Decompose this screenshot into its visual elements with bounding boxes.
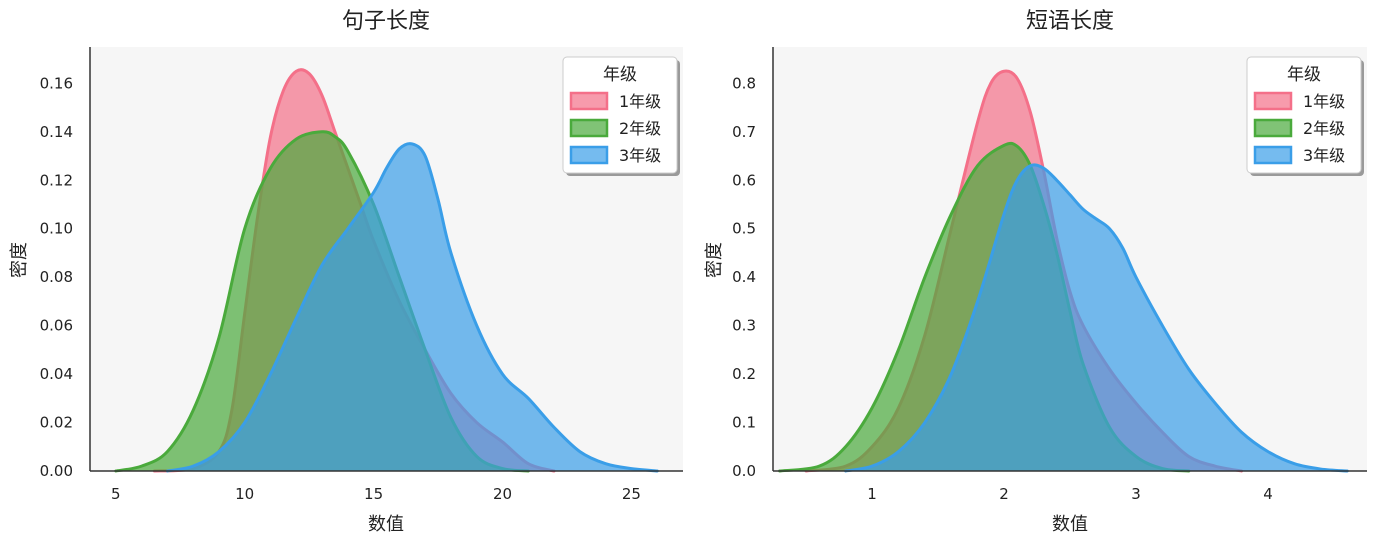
series-line-3 xyxy=(844,163,1349,473)
legend-label-2: 2年级 xyxy=(619,119,661,138)
x-tick-label: 15 xyxy=(364,485,383,503)
y-tick-label: 0.02 xyxy=(40,414,73,432)
x-tick-label: 5 xyxy=(111,485,121,503)
y-tick-label: 0.5 xyxy=(732,220,756,238)
y-tick-label: 0.04 xyxy=(40,365,73,383)
legend-swatch-1 xyxy=(569,91,609,111)
series-area-3 xyxy=(845,164,1348,471)
y-tick-label: 0.3 xyxy=(732,317,756,335)
chart-title: 句子长度 xyxy=(342,9,430,34)
x-tick-label: 4 xyxy=(1263,485,1273,503)
y-tick-label: 0.4 xyxy=(732,268,756,286)
y-tick-label: 0.10 xyxy=(40,220,73,238)
series-line-3 xyxy=(165,142,659,473)
y-tick-label: 0.8 xyxy=(732,74,756,92)
y-axis-label: 密度 xyxy=(704,242,725,278)
legend-label-2: 2年级 xyxy=(1303,119,1345,138)
legend-swatch-2 xyxy=(569,118,609,138)
chart-sentence-length: 句子长度 数值 密度 5 10 15 20 25 0.00 0.02 0.04 0.06 0.08… xyxy=(9,9,683,535)
legend-swatch-3 xyxy=(1253,145,1293,165)
y-tick-label: 0.0 xyxy=(732,462,756,480)
y-tick-label: 0.7 xyxy=(732,123,756,141)
legend-title: 年级 xyxy=(603,65,637,85)
chart-title: 短语长度 xyxy=(1026,9,1114,34)
y-axis-label: 密度 xyxy=(9,242,30,278)
legend: 年级 1年级 2年级 3年级 xyxy=(1246,56,1364,176)
y-tick-label: 0.12 xyxy=(40,171,73,189)
legend-swatch-1 xyxy=(1253,91,1293,111)
legend-swatch-3 xyxy=(569,145,609,165)
legend-label-1: 1年级 xyxy=(1303,92,1345,111)
y-tick-label: 0.00 xyxy=(40,462,73,480)
y-tick-label: 0.6 xyxy=(732,171,756,189)
y-tick-label: 0.2 xyxy=(732,365,756,383)
y-tick-label: 0.16 xyxy=(40,74,73,92)
legend: 年级 1年级 2年级 3年级 xyxy=(562,56,680,176)
legend-label-1: 1年级 xyxy=(619,92,661,111)
x-tick-label: 20 xyxy=(493,485,512,503)
legend-label-3: 3年级 xyxy=(619,146,661,165)
legend-label-3: 3年级 xyxy=(1303,146,1345,165)
y-tick-label: 0.1 xyxy=(732,414,756,432)
series-area-3 xyxy=(167,143,658,471)
x-axis-label: 数值 xyxy=(1052,514,1088,535)
x-tick-label: 2 xyxy=(999,485,1009,503)
legend-box xyxy=(1246,56,1362,174)
x-tick-label: 25 xyxy=(622,485,641,503)
x-tick-label: 1 xyxy=(867,485,877,503)
y-tick-label: 0.08 xyxy=(40,268,73,286)
legend-box xyxy=(562,56,678,174)
chart-phrase-length: 短语长度 数值 密度 1 2 3 4 0.0 0.1 0.2 0.3 0.4 0.5 0.6 0.7 0… xyxy=(704,9,1367,535)
x-tick-label: 3 xyxy=(1131,485,1141,503)
legend-title: 年级 xyxy=(1287,65,1321,85)
y-tick-label: 0.14 xyxy=(40,123,73,141)
x-axis-label: 数值 xyxy=(368,514,404,535)
y-tick-label: 0.06 xyxy=(40,317,73,335)
legend-swatch-2 xyxy=(1253,118,1293,138)
x-tick-label: 10 xyxy=(235,485,254,503)
